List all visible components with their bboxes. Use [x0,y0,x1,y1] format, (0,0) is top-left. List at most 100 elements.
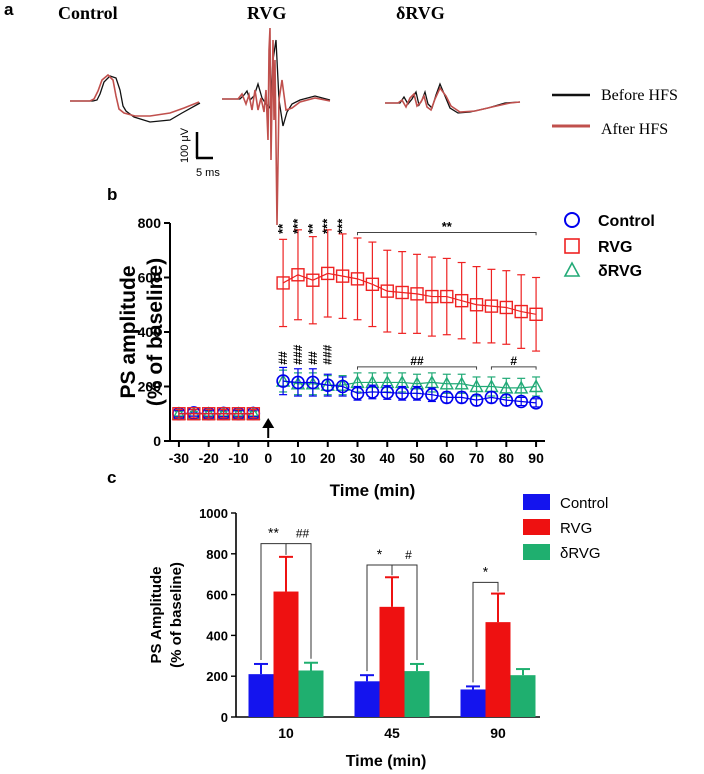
scale-bar [195,132,213,160]
panel-a-label: a [4,0,14,19]
rvg-point [484,299,499,313]
rvg-point [529,307,543,321]
x-tick-label: 80 [499,450,515,466]
control-point [410,386,424,401]
control-point [365,385,380,399]
x-tick-label: 40 [379,450,395,466]
x-tick-label: 20 [320,450,336,466]
significance-left: * [377,546,383,562]
x-axis-title: Time (min) [346,753,427,770]
legend-after-label: After HFS [601,121,668,138]
rvg-significance: *** [320,218,335,234]
delta-bracket-1-label: ## [410,354,424,368]
rvg-significance: ** [305,223,320,234]
legend-before-label: Before HFS [601,87,678,104]
legend-control-swatch [523,494,550,510]
rvg-point [306,273,320,287]
y-tick-label: 800 [206,547,228,562]
control-point [276,374,290,388]
trace-control-after [70,73,200,117]
rvg-bar [273,591,299,717]
x-tick-label: 10 [290,450,306,466]
hfs-arrow-head [262,418,275,428]
x-tick-label: -20 [199,450,219,466]
control-point [514,394,528,409]
control-point [350,386,365,401]
significance-right: ## [296,527,310,541]
x-tick-label: 60 [439,450,455,466]
legend-rvg-swatch [523,519,550,535]
legend-rvg-marker [564,238,580,254]
x-axis-title: Time (min) [330,481,416,500]
bracket-control-rvg [260,543,287,660]
delta-significance: ### [321,344,335,364]
legend-control-marker [564,212,580,228]
rvg-point [365,277,380,292]
control-point [425,387,439,402]
rvg-significance: ** [275,223,290,234]
rvg-point [514,304,528,319]
control-bar [248,674,274,717]
rvg-point [291,268,305,282]
x-tick-label: 30 [350,450,366,466]
delta-rvg-bar [298,670,324,717]
rvg-bracket [357,232,537,236]
significance-right: # [405,548,412,562]
rvg-baseline-point [187,407,201,421]
rvg-point [425,289,439,304]
control-point [454,390,469,405]
rvg-significance: *** [335,218,350,234]
rvg-point [321,266,335,281]
panel-b-label: b [107,185,117,204]
rvg-significance: *** [290,218,305,234]
x-tick-label: 70 [469,450,485,466]
y-tick-label: 1000 [199,506,228,521]
legend-delta-rvg-marker [563,261,581,277]
trace-delta-rvg-before [385,82,521,114]
delta-bracket-2-label: # [510,354,517,368]
bracket-rvg-delta [392,564,418,660]
rvg-baseline-point [231,407,246,421]
trace-delta-rvg-after [385,86,521,113]
legend-rvg-label: RVG [560,520,592,537]
x-tick-label: -30 [169,450,189,466]
delta-bracket-1 [357,366,478,370]
trace-control-before [70,75,201,123]
legend-delta-rvg-label: δRVG [598,263,642,280]
rvg-point [499,300,514,315]
y-axis-title-line2: (% of baseline) [144,258,167,406]
y-axis-title-line1: PS Amplitude [148,567,165,664]
control-bar [460,689,486,717]
y-axis-title-line1: PS amplitude [117,265,140,398]
rvg-bracket-label: ** [442,219,453,234]
trace-title-rvg: RVG [247,3,286,23]
control-point [380,385,395,400]
y-tick-label: 800 [138,215,162,231]
rvg-point [395,285,409,300]
y-tick-label: 600 [206,588,228,603]
x-tick-label: 0 [264,450,272,466]
rvg-baseline-point [172,407,186,421]
bar-chart: 0 200 400 600 800 1000 PS Amplitude (% of basel… [148,494,608,770]
control-point [395,386,409,401]
rvg-bar [379,606,405,717]
rvg-bar [485,622,511,717]
rvg-line [282,272,537,315]
rvg-point [410,287,424,301]
panel-c-label: c [107,468,116,487]
delta-rvg-point [454,376,469,390]
rvg-point [440,289,454,304]
significance-left: ** [268,525,279,541]
control-point [484,390,499,405]
delta-rvg-point [528,379,544,393]
delta-significance: ## [306,351,320,365]
x-tick-label: 50 [409,450,425,466]
rvg-point [335,269,350,283]
delta-significance: ## [276,351,290,365]
legend-control-label: Control [598,213,655,230]
y-tick-label: 400 [206,628,228,643]
control-point [499,393,514,407]
y-tick-label: 200 [138,379,162,395]
rvg-point [276,276,290,290]
rvg-point [454,293,469,308]
